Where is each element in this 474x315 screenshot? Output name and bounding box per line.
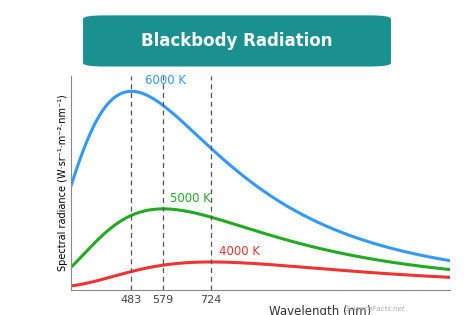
Y-axis label: Spectral radiance (W·sr⁻¹·m⁻²·nm⁻¹): Spectral radiance (W·sr⁻¹·m⁻²·nm⁻¹) — [58, 94, 68, 271]
Text: Wavelength (nm): Wavelength (nm) — [269, 305, 371, 315]
Text: ScienceFacts.net: ScienceFacts.net — [346, 306, 406, 312]
Text: 6000 K: 6000 K — [145, 74, 186, 87]
FancyBboxPatch shape — [83, 15, 391, 66]
Text: 5000 K: 5000 K — [170, 192, 210, 205]
Text: 4000 K: 4000 K — [219, 245, 260, 258]
Text: Blackbody Radiation: Blackbody Radiation — [141, 32, 333, 50]
